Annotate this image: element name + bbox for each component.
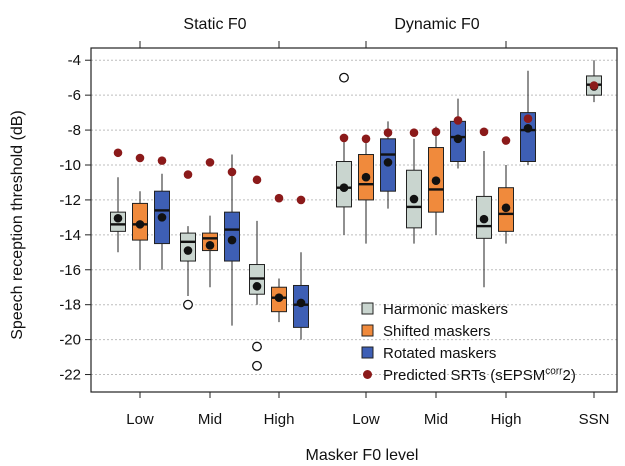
box-mean-point xyxy=(183,246,193,255)
predicted-srt-point xyxy=(113,148,123,158)
x-tick-label: Mid xyxy=(424,411,448,428)
x-tick-label: High xyxy=(264,411,295,428)
box-mean-point xyxy=(296,298,306,308)
group-label-dynamic: Dynamic F0 xyxy=(394,16,479,33)
box-mean-point xyxy=(383,158,393,167)
box-outlier xyxy=(252,360,262,371)
legend-label-predicted: Predicted SRTs (sEPSMcorr2) xyxy=(383,366,576,384)
y-tick-label: -18 xyxy=(59,297,81,314)
legend-predicted-main: Predicted SRTs (sEPSM xyxy=(383,367,545,384)
box-mean-point xyxy=(479,214,489,224)
x-tick-label: Low xyxy=(126,411,154,428)
y-tick-label: -12 xyxy=(59,192,81,209)
box-2-5 xyxy=(520,70,536,165)
box-1-4 xyxy=(428,126,444,235)
predicted-srt-point xyxy=(431,127,441,137)
box-2-1 xyxy=(224,154,240,326)
x-tick-label: Low xyxy=(352,411,380,428)
box-1-2 xyxy=(271,193,287,323)
legend-label-harmonic: Harmonic maskers xyxy=(383,301,508,318)
predicted-srt-point xyxy=(157,156,167,165)
box-0-3 xyxy=(336,72,352,235)
plot-frame xyxy=(90,47,618,393)
box-outlier xyxy=(339,72,349,83)
box-mean-point xyxy=(453,134,463,144)
legend-swatch-shifted xyxy=(361,324,374,337)
y-tick-label: -14 xyxy=(59,227,81,244)
predicted-srt-point xyxy=(589,81,599,90)
y-tick-label: -8 xyxy=(68,122,81,139)
box-0-6 xyxy=(586,60,602,103)
box-plots xyxy=(110,60,602,371)
x-tick-label: SSN xyxy=(579,411,610,428)
y-tick-label: -22 xyxy=(59,367,81,384)
predicted-srt-point xyxy=(296,195,306,205)
box-mean-point xyxy=(205,241,215,250)
box-mean-point xyxy=(431,176,441,186)
y-tick-label: -10 xyxy=(59,157,81,174)
y-tick-label: -16 xyxy=(59,262,81,279)
box-mean-point xyxy=(227,235,237,245)
predicted-srt-point xyxy=(227,167,237,177)
box-0-0 xyxy=(110,148,126,253)
x-tick-label: Mid xyxy=(198,411,222,428)
axes: -4 -6 -8 -10 -12 -14 -16 -18 -20 -22 Low Mid High Low… xyxy=(59,41,618,428)
box-mean-point xyxy=(339,183,349,192)
box-mean-point xyxy=(274,293,284,303)
box-1-5 xyxy=(498,136,514,244)
box-1-1 xyxy=(202,158,218,288)
box-2-0 xyxy=(154,156,170,270)
legend: Harmonic maskers Shifted maskers Rotated… xyxy=(361,301,576,384)
predicted-srt-point xyxy=(205,158,215,167)
box-mean-point xyxy=(501,203,511,213)
x-tick-label: High xyxy=(491,411,522,428)
box-mean-point xyxy=(361,172,371,182)
box-1-3 xyxy=(358,134,374,244)
box-2-4 xyxy=(450,98,466,169)
predicted-srt-point xyxy=(274,193,284,203)
group-label-static: Static F0 xyxy=(183,16,246,33)
box-mean-point xyxy=(252,282,262,291)
legend-swatch-harmonic xyxy=(361,302,374,315)
predicted-srt-point xyxy=(523,114,533,124)
box-0-5 xyxy=(476,127,492,288)
box-2-2 xyxy=(293,195,309,340)
predicted-srt-point xyxy=(183,170,193,179)
legend-label-rotated: Rotated maskers xyxy=(383,345,496,362)
box-outlier xyxy=(252,341,262,352)
box-mean-point xyxy=(135,220,145,229)
box-mean-point xyxy=(409,194,419,204)
box-mean-point xyxy=(113,213,123,223)
predicted-srt-point xyxy=(361,134,371,144)
box-mean-point xyxy=(157,213,167,222)
legend-predicted-sup: corr xyxy=(545,366,563,377)
box-mean-point xyxy=(523,124,533,133)
predicted-srt-point xyxy=(453,116,463,125)
legend-swatch-rotated xyxy=(361,346,374,359)
box-2-3 xyxy=(380,121,396,209)
y-axis-title: Speech reception threshold (dB) xyxy=(9,110,26,339)
box-0-1 xyxy=(180,170,196,310)
legend-marker-predicted xyxy=(363,370,372,379)
predicted-srt-point xyxy=(409,128,419,137)
predicted-srt-point xyxy=(479,127,489,137)
predicted-srt-point xyxy=(383,128,393,137)
predicted-srt-point xyxy=(501,136,511,145)
box-body xyxy=(520,112,536,163)
predicted-srt-point xyxy=(135,153,145,163)
box-outlier xyxy=(183,299,193,310)
predicted-srt-point xyxy=(252,175,262,185)
legend-label-shifted: Shifted maskers xyxy=(383,323,491,340)
box-0-2 xyxy=(249,175,265,371)
x-axis-title: Masker F0 level xyxy=(306,447,419,464)
box-0-4 xyxy=(406,128,422,244)
predicted-srt-point xyxy=(339,133,349,143)
box-1-0 xyxy=(132,153,148,270)
y-tick-label: -20 xyxy=(59,332,81,349)
y-tick-label: -4 xyxy=(68,52,81,69)
legend-predicted-suffix: 2) xyxy=(563,367,576,384)
y-tick-label: -6 xyxy=(68,87,81,104)
